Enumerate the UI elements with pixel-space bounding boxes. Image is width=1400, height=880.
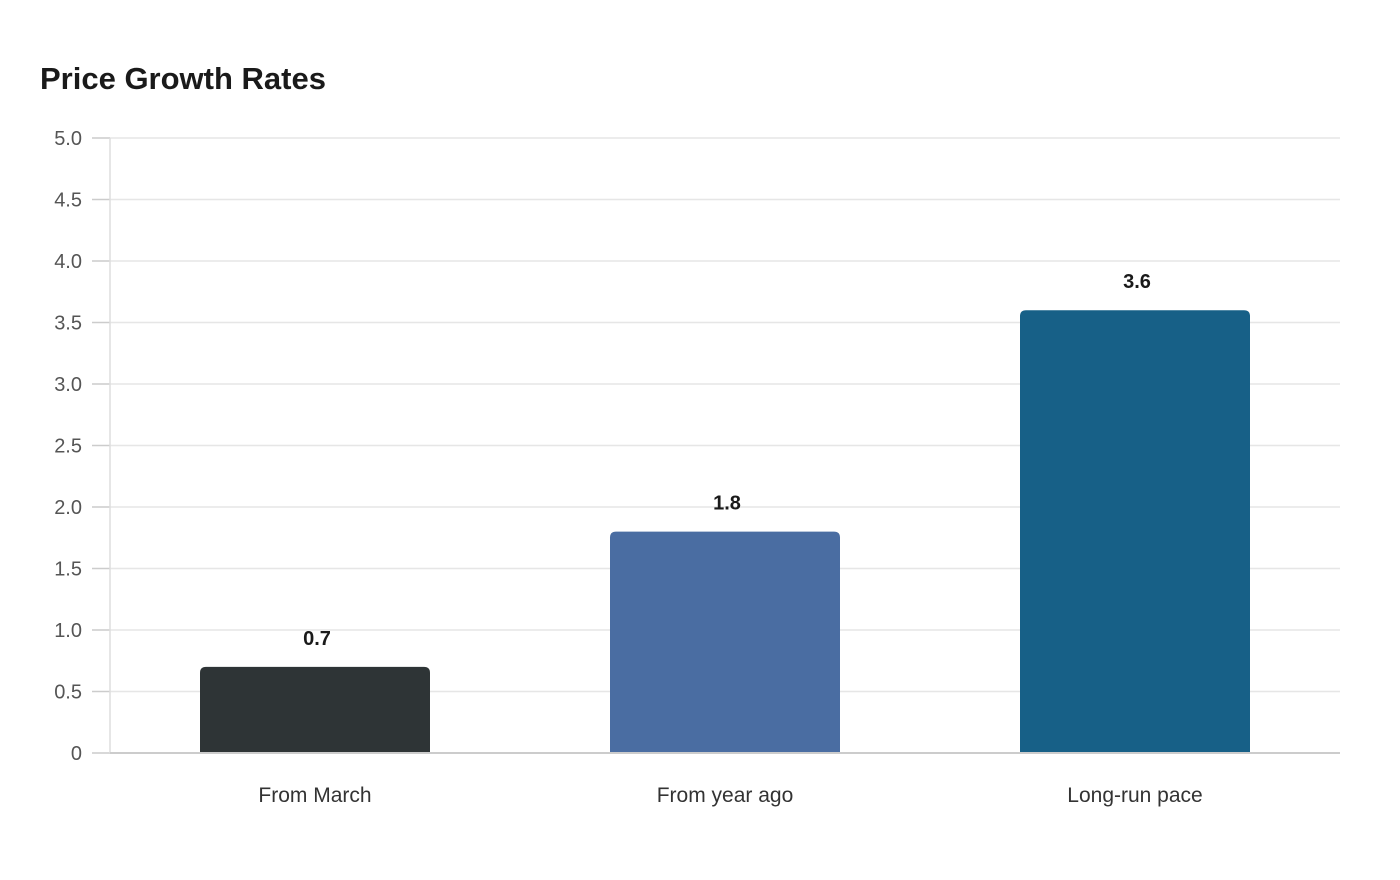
bar-1[interactable]	[200, 666, 430, 753]
y-tick-label: 2.0	[54, 497, 82, 519]
y-tick-label: 4.0	[54, 251, 82, 273]
x-category-label: From year ago	[657, 784, 794, 807]
chart-title: Price Growth Rates	[40, 61, 326, 96]
y-tick-label: 4.5	[54, 190, 82, 212]
x-category-label: Long-run pace	[1067, 784, 1202, 807]
bar-3[interactable]	[1020, 310, 1250, 753]
value-label: 1.8	[713, 493, 741, 515]
x-category-label: From March	[258, 784, 371, 807]
y-tick-label: 0	[71, 743, 82, 765]
value-label: 0.7	[303, 628, 331, 650]
value-label: 3.6	[1123, 271, 1151, 293]
y-tick-label: 1.0	[54, 620, 82, 642]
bar-2[interactable]	[610, 531, 840, 753]
y-tick-label: 3.5	[54, 313, 82, 335]
y-tick-label: 5.0	[54, 128, 82, 150]
y-tick-label: 1.5	[54, 559, 82, 581]
y-tick-label: 0.5	[54, 682, 82, 704]
y-tick-label: 2.5	[54, 436, 82, 458]
y-tick-label: 3.0	[54, 374, 82, 396]
